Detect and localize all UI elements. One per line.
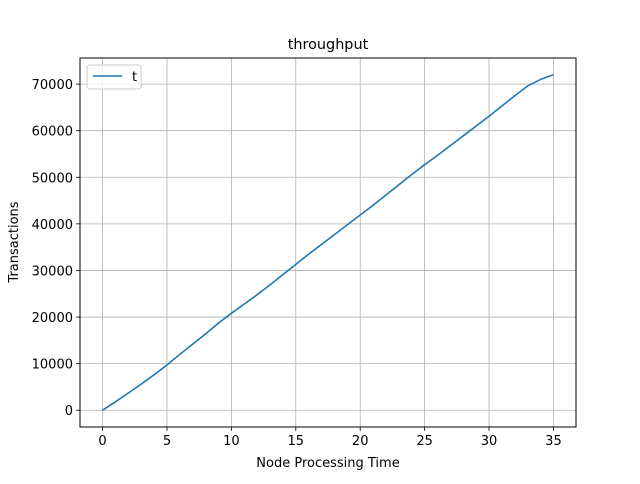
y-tick-label: 0 bbox=[65, 404, 73, 419]
y-tick-label: 40000 bbox=[32, 218, 73, 233]
legend: t bbox=[86, 64, 142, 90]
y-tick-label: 60000 bbox=[32, 125, 73, 140]
x-tick-label: 10 bbox=[223, 434, 240, 449]
x-tick-label: 25 bbox=[416, 434, 433, 449]
x-tick-label: 5 bbox=[163, 434, 171, 449]
y-tick-label: 30000 bbox=[32, 264, 73, 279]
x-tick-label: 30 bbox=[481, 434, 498, 449]
x-axis-label: Node Processing Time bbox=[256, 456, 399, 471]
x-tick-label: 20 bbox=[352, 434, 369, 449]
legend-label: t bbox=[132, 70, 137, 85]
chart-title: throughput bbox=[288, 37, 369, 53]
y-tick-label: 10000 bbox=[32, 358, 73, 373]
x-tick-label: 15 bbox=[288, 434, 305, 449]
x-axis-ticks: 0 5 10 15 20 25 30 35 bbox=[98, 427, 562, 449]
grid bbox=[80, 58, 576, 427]
y-tick-label: 20000 bbox=[32, 311, 73, 326]
y-tick-label: 70000 bbox=[32, 78, 73, 93]
legend-frame bbox=[86, 64, 142, 90]
series-line-0 bbox=[102, 74, 554, 411]
x-tick-label: 0 bbox=[98, 434, 106, 449]
series-layer bbox=[102, 74, 554, 411]
y-axis-label: Transactions bbox=[7, 201, 22, 283]
plot-frame bbox=[79, 57, 577, 428]
y-tick-label: 50000 bbox=[32, 171, 73, 186]
y-axis-ticks: 0 10000 20000 30000 40000 50000 60000 70000 bbox=[32, 78, 80, 419]
x-tick-label: 35 bbox=[545, 434, 562, 449]
